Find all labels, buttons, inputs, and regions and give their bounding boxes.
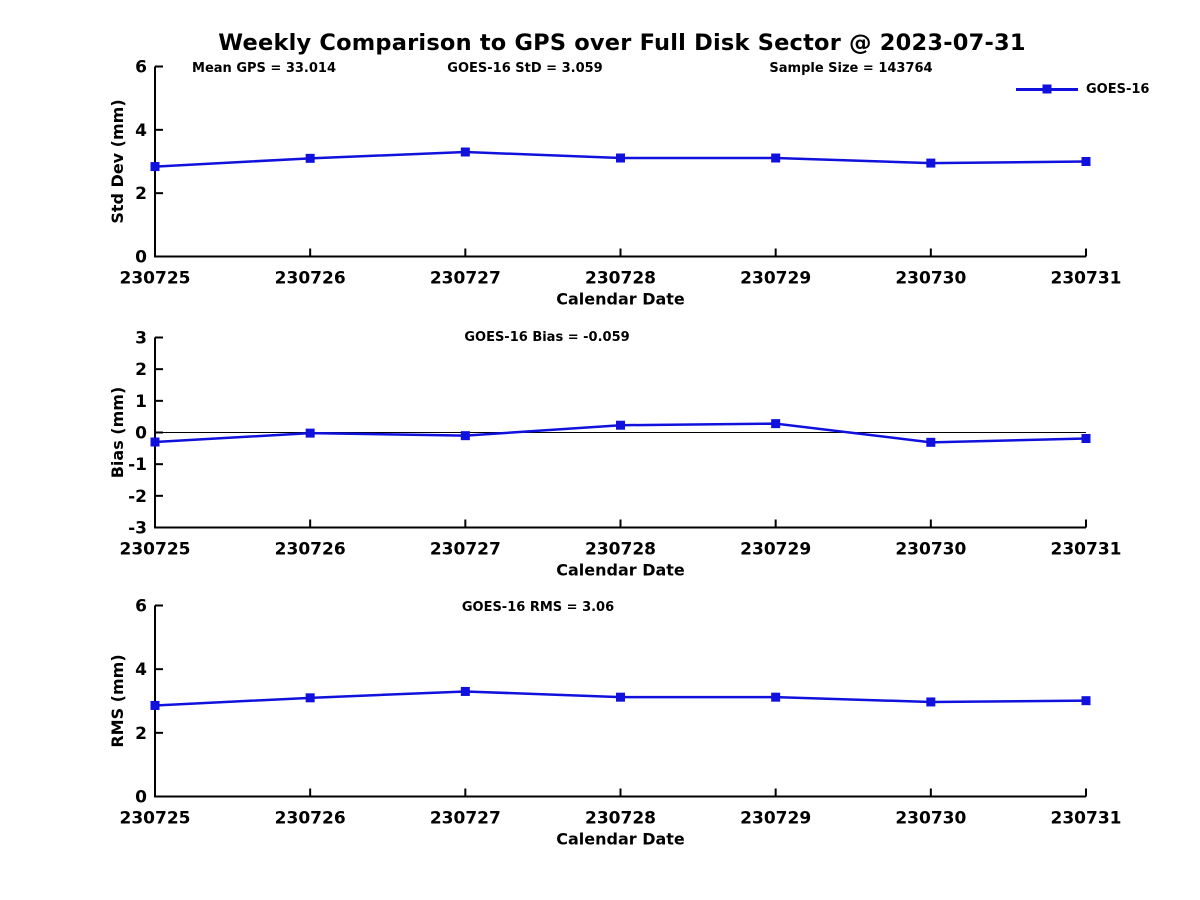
data-point-marker [460, 686, 470, 696]
data-point-marker [150, 700, 160, 710]
data-point-marker [926, 437, 936, 447]
x-tick-label: 230728 [585, 269, 656, 289]
data-point-marker [1081, 434, 1091, 444]
x-tick-label: 230731 [1051, 269, 1122, 289]
rms-chart: 0 2 4 6 230725 230726 230727 230728 230729 230730… [108, 597, 1121, 849]
annotation-goes16-std: GOES-16 StD = 3.059 [447, 61, 603, 76]
x-tick-label: 230729 [740, 809, 811, 829]
subplot-title: GOES-16 RMS = 3.06 [462, 600, 614, 615]
y-tick-label: 0 [135, 248, 147, 268]
data-point-marker [460, 147, 470, 157]
legend: GOES-16 [1016, 81, 1150, 97]
data-point-marker [1081, 157, 1091, 166]
y-tick-label: 0 [135, 424, 147, 444]
x-tick-label: 230731 [1051, 809, 1122, 829]
y-tick-label: 6 [135, 597, 147, 617]
y-tick-label: 2 [135, 184, 147, 204]
data-point-marker [460, 431, 470, 441]
data-point-marker [1081, 696, 1091, 706]
x-tick-label: 230731 [1051, 540, 1122, 560]
y-tick-label: 1 [135, 392, 147, 412]
x-tick-label: 230729 [740, 540, 811, 560]
y-tick-label: -3 [128, 519, 147, 539]
x-tick-label: 230730 [895, 540, 966, 560]
y-tick-label: 2 [135, 360, 147, 380]
data-point-marker [616, 692, 625, 702]
x-tick-label: 230725 [120, 540, 191, 560]
y-tick-label: 4 [135, 121, 147, 141]
annotation-mean-gps: Mean GPS = 33.014 [192, 61, 336, 76]
x-tick-label: 230726 [275, 809, 346, 829]
x-tick-label: 230726 [275, 540, 346, 560]
x-tick-label: 230728 [585, 809, 656, 829]
data-point-marker [926, 697, 936, 707]
data-point-marker [926, 158, 936, 168]
x-tick-label: 230725 [120, 269, 191, 289]
data-point-marker [771, 419, 781, 429]
x-tick-label: 230727 [430, 809, 501, 829]
y-axis-label: Std Dev (mm) [108, 99, 127, 223]
y-tick-label: 0 [135, 788, 147, 808]
x-tick-label: 230727 [430, 269, 501, 289]
data-point-marker [150, 437, 160, 447]
annotation-sample-size: Sample Size = 143764 [769, 61, 933, 76]
data-point-marker [305, 693, 315, 703]
y-tick-label: -2 [128, 487, 147, 507]
x-tick-label: 230729 [740, 269, 811, 289]
x-axis-label: Calendar Date [556, 830, 685, 849]
legend-label: GOES-16 [1086, 81, 1150, 97]
x-tick-label: 230726 [275, 269, 346, 289]
subplot-title: GOES-16 Bias = -0.059 [464, 330, 629, 345]
data-point-marker [616, 420, 625, 430]
figure-title: Weekly Comparison to GPS over Full Disk … [218, 30, 1026, 56]
y-tick-label: 2 [135, 724, 147, 744]
std-dev-chart: 0 2 4 6 230725 230726 230727 230728 230729 230730… [108, 58, 1121, 309]
y-axis-label: Bias (mm) [108, 387, 127, 479]
data-point-marker [305, 428, 315, 438]
x-tick-label: 230725 [120, 809, 191, 829]
data-point-marker [771, 153, 781, 163]
data-point-marker [150, 162, 160, 172]
bias-chart: -3 -2 -1 0 1 2 3 230725 230726 230727 230728 230729… [108, 329, 1121, 580]
legend-line-sample [1016, 84, 1078, 94]
data-point-marker [771, 692, 781, 702]
legend-square-marker-icon [1042, 84, 1052, 94]
x-tick-label: 230727 [430, 540, 501, 560]
x-tick-label: 230730 [895, 269, 966, 289]
y-tick-label: 6 [135, 58, 147, 78]
x-axis-label: Calendar Date [556, 561, 685, 580]
x-tick-label: 230730 [895, 809, 966, 829]
data-point-marker [305, 153, 315, 163]
y-tick-label: -1 [128, 455, 147, 475]
y-tick-label: 4 [135, 660, 147, 680]
data-point-marker [616, 153, 625, 163]
x-tick-label: 230728 [585, 540, 656, 560]
x-axis-label: Calendar Date [556, 290, 685, 309]
y-axis-label: RMS (mm) [108, 654, 127, 747]
y-tick-label: 3 [135, 329, 147, 349]
